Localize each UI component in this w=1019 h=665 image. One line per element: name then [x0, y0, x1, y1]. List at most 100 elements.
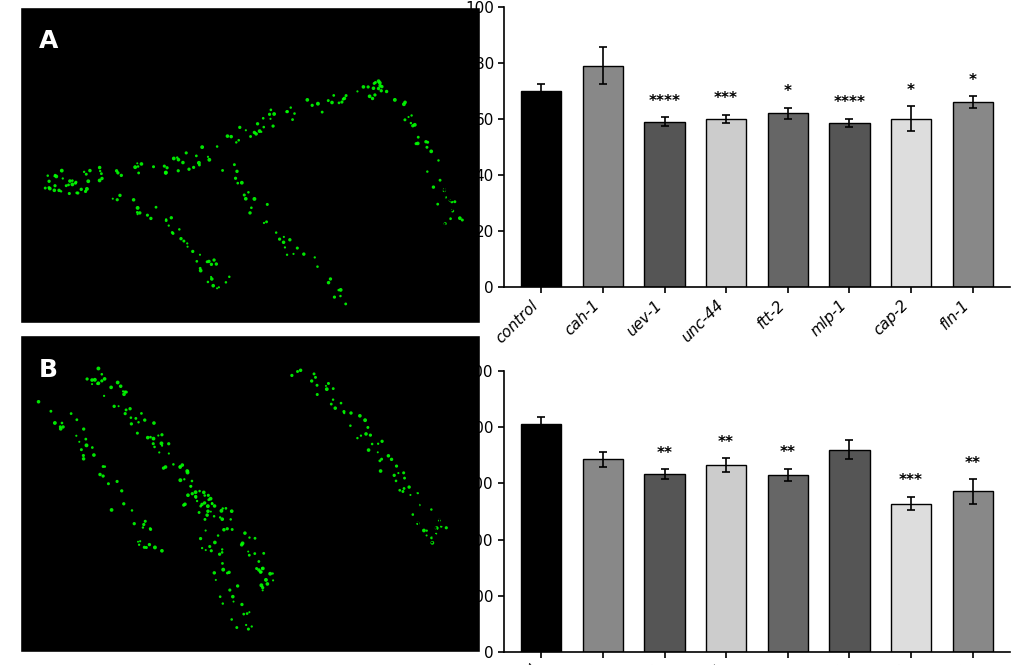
Point: [211, 282, 227, 293]
Point: [227, 173, 244, 184]
Point: [335, 406, 352, 417]
Point: [261, 109, 277, 120]
Point: [330, 98, 346, 108]
Point: [253, 126, 269, 137]
Point: [320, 277, 336, 288]
Point: [352, 410, 368, 421]
Point: [200, 501, 216, 511]
Point: [396, 114, 413, 125]
Point: [214, 598, 230, 609]
Point: [223, 506, 239, 517]
Point: [208, 259, 224, 269]
Point: [213, 505, 229, 516]
Point: [125, 194, 142, 205]
Point: [250, 118, 266, 129]
Point: [372, 465, 388, 476]
Point: [182, 481, 199, 491]
Point: [229, 581, 246, 591]
Point: [199, 510, 215, 521]
Point: [194, 543, 210, 553]
Point: [196, 487, 212, 497]
Point: [386, 94, 403, 105]
Point: [179, 241, 196, 252]
Point: [395, 483, 412, 494]
Point: [364, 439, 380, 450]
Point: [360, 445, 376, 456]
Point: [183, 475, 200, 486]
Point: [410, 487, 426, 498]
Point: [75, 454, 92, 464]
Point: [81, 176, 97, 187]
Point: [281, 235, 298, 245]
Text: A: A: [39, 29, 58, 53]
Point: [236, 528, 253, 539]
Bar: [891, 119, 930, 287]
Point: [58, 180, 74, 191]
Point: [55, 173, 71, 184]
Point: [115, 386, 131, 397]
Point: [115, 499, 131, 509]
Point: [131, 207, 148, 218]
Point: [370, 438, 386, 449]
Point: [203, 259, 219, 270]
Point: [47, 180, 63, 191]
Point: [117, 386, 133, 397]
Text: ***: ***: [899, 473, 922, 489]
Point: [192, 485, 208, 496]
Point: [436, 218, 452, 229]
Point: [137, 542, 153, 553]
Point: [433, 521, 449, 532]
Point: [284, 114, 301, 125]
Point: [225, 597, 242, 607]
Point: [407, 120, 423, 130]
Point: [252, 126, 268, 136]
Text: ***: ***: [713, 91, 738, 106]
Point: [364, 93, 380, 104]
Point: [199, 257, 215, 267]
Point: [353, 430, 369, 441]
Text: **: **: [717, 435, 734, 450]
Point: [355, 82, 371, 92]
Point: [172, 475, 189, 485]
Point: [206, 567, 222, 578]
Point: [251, 556, 267, 567]
Point: [428, 523, 444, 533]
Point: [147, 442, 163, 452]
Point: [197, 497, 213, 508]
Point: [258, 217, 274, 227]
Point: [187, 492, 204, 503]
Point: [201, 154, 217, 165]
Bar: [828, 450, 868, 652]
Point: [209, 141, 225, 152]
Point: [244, 621, 260, 632]
Point: [109, 377, 125, 388]
Point: [92, 166, 108, 176]
Point: [304, 100, 320, 110]
Point: [187, 487, 204, 497]
Point: [373, 85, 389, 96]
Point: [246, 194, 262, 204]
Point: [75, 424, 92, 434]
Point: [275, 237, 291, 247]
Point: [202, 493, 218, 504]
Point: [259, 199, 275, 209]
Point: [263, 104, 279, 115]
Text: *: *: [968, 73, 976, 88]
Point: [131, 536, 148, 547]
Point: [146, 162, 162, 172]
Point: [68, 414, 85, 425]
Point: [240, 624, 257, 634]
Point: [268, 227, 284, 238]
Point: [226, 160, 243, 170]
Point: [367, 77, 383, 88]
Point: [103, 382, 119, 393]
Point: [109, 476, 125, 487]
Point: [216, 525, 232, 535]
Point: [222, 514, 238, 525]
Bar: [582, 460, 623, 652]
Point: [246, 127, 262, 138]
Point: [201, 256, 217, 267]
Point: [214, 544, 230, 555]
Point: [240, 550, 257, 561]
Point: [61, 188, 77, 199]
